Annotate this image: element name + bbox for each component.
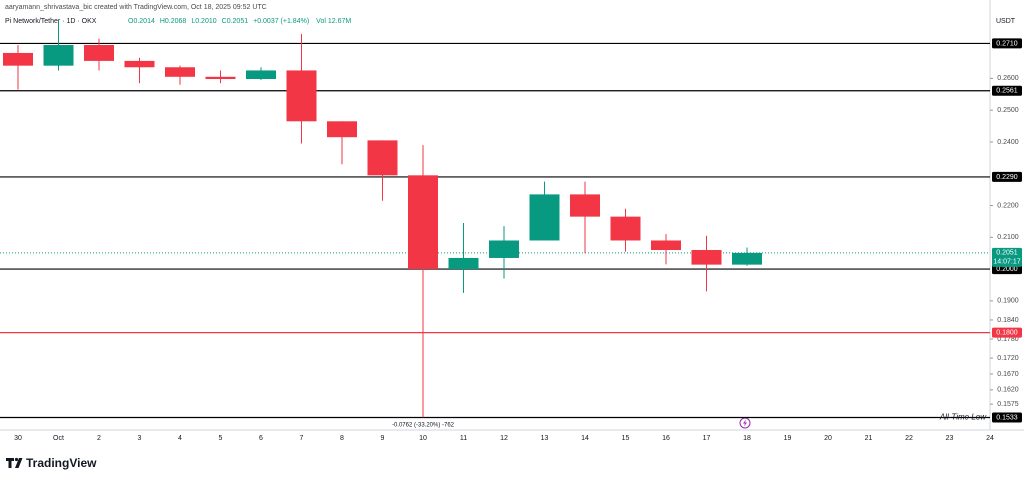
x-tick-label: 23 [946, 435, 954, 442]
y-tick-label: 0.1670 [997, 371, 1019, 378]
ohlc-value: O0.2014 [128, 18, 155, 25]
level-label: 0.1533 [996, 414, 1018, 421]
y-tick-label: 0.2200 [997, 202, 1019, 209]
candle-body [529, 194, 560, 241]
level-label: 0.2561 [996, 88, 1018, 95]
ohlc-value: H0.2068 [160, 18, 187, 25]
x-tick-label: 7 [300, 435, 304, 442]
level-box [992, 38, 1022, 49]
ohlc-value: C0.2051 [222, 18, 249, 25]
x-tick-label: 30 [14, 435, 22, 442]
x-tick-label: 22 [905, 435, 913, 442]
ohlc-value: L0.2010 [191, 18, 216, 25]
x-tick-label: 21 [865, 435, 873, 442]
chart-title: Pi Network/Tether · 1D · OKX [5, 18, 97, 25]
candle-body [610, 216, 641, 241]
candle-body [489, 240, 519, 258]
x-tick-label: 15 [622, 435, 630, 442]
candle-body [651, 240, 681, 251]
level-box [992, 327, 1022, 338]
x-tick-label: 9 [381, 435, 385, 442]
candle-body [691, 250, 722, 265]
x-tick-label: 16 [662, 435, 670, 442]
candle-body [367, 140, 398, 176]
level-label: 0.2710 [996, 40, 1018, 47]
alert-icon [739, 417, 751, 429]
ohlc-legend: O0.2014 H0.2068 L0.2010 C0.2051 +0.0037 (+1.… [128, 18, 309, 25]
currency: USDT [996, 18, 1016, 25]
last-price-label: 0.2051 [996, 250, 1018, 257]
candle-body [448, 257, 479, 270]
candle-body [246, 70, 276, 80]
level-note: All-Time Low [939, 413, 987, 422]
brand-logo: TradingView [6, 456, 97, 470]
candle-body [124, 60, 155, 68]
ohlc-value: +0.0037 (+1.84%) [253, 18, 309, 25]
last-price-box [992, 247, 1022, 267]
candle-body [286, 70, 317, 122]
y-tick-label: 0.1840 [997, 317, 1019, 324]
candle-body [84, 45, 114, 61]
x-tick-label: 3 [138, 435, 142, 442]
y-tick-label: 0.2400 [997, 139, 1019, 146]
level-box [992, 171, 1022, 182]
x-tick-label: 18 [743, 435, 751, 442]
candle-body [165, 67, 195, 77]
candle-body [205, 76, 236, 80]
attribution: aaryamann_shrivastava_bic created with T… [5, 4, 267, 11]
y-tick-label: 0.2500 [997, 107, 1019, 114]
x-tick-label: 19 [784, 435, 792, 442]
x-tick-label: Oct [53, 435, 64, 442]
range-annotation: -0.0762 (-33.20%) -762 [392, 423, 455, 429]
x-tick-label: 14 [581, 435, 589, 442]
level-label: 0.2290 [996, 174, 1018, 181]
x-tick-label: 2 [97, 435, 101, 442]
brand: TradingView [26, 456, 97, 470]
candle-body [3, 52, 33, 66]
y-tick-label: 0.2600 [997, 75, 1019, 82]
x-tick-label: 10 [419, 435, 427, 442]
y-tick-label: 0.1620 [997, 387, 1019, 394]
x-tick-label: 24 [986, 435, 994, 442]
level-label: 0.1800 [996, 329, 1018, 336]
level-label: 0.2000 [996, 266, 1018, 273]
candle-body [570, 194, 600, 217]
x-tick-label: 12 [500, 435, 508, 442]
x-tick-label: 6 [259, 435, 263, 442]
level-box [992, 412, 1022, 423]
y-tick-label: 0.1780 [997, 336, 1019, 343]
x-tick-label: 13 [541, 435, 549, 442]
y-tick-label: 0.1720 [997, 355, 1019, 362]
x-tick-label: 8 [340, 435, 344, 442]
x-tick-label: 4 [178, 435, 182, 442]
y-tick-label: 0.1575 [997, 401, 1019, 408]
candle-body [327, 121, 357, 138]
y-tick-label: 0.2100 [997, 234, 1019, 241]
x-tick-label: 17 [703, 435, 711, 442]
y-tick-label: 0.1900 [997, 298, 1019, 305]
candle-body [43, 45, 74, 66]
candle-body [732, 252, 762, 265]
candle-body [408, 175, 438, 270]
volume: Vol 12.67M [316, 18, 351, 25]
countdown: 14:07:17 [993, 259, 1020, 266]
x-tick-label: 5 [219, 435, 223, 442]
x-tick-label: 20 [824, 435, 832, 442]
level-box [992, 85, 1022, 96]
x-tick-label: 11 [460, 435, 467, 442]
